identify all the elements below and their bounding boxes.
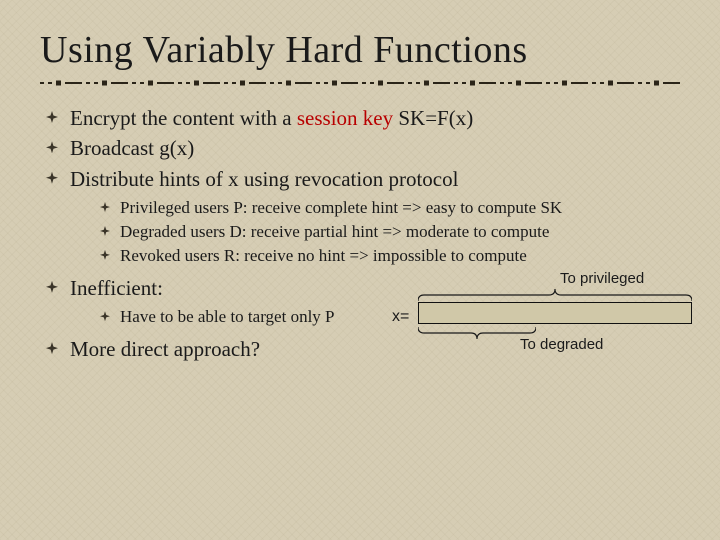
title-divider	[40, 80, 680, 86]
sub-bullet-degraded: Degraded users D: receive partial hint =…	[98, 221, 680, 244]
sub-bullet-list: Have to be able to target only P	[98, 306, 370, 329]
bullet-encrypt: Encrypt the content with a session key S…	[40, 104, 680, 132]
sub-bullet-list: Privileged users P: receive complete hin…	[98, 197, 680, 268]
sub-bullet-revoked: Revoked users R: receive no hint => impo…	[98, 245, 680, 268]
brace-privileged	[418, 288, 692, 302]
divider-pattern	[40, 80, 680, 86]
bullet-text: Distribute hints of x using revocation p…	[70, 167, 458, 191]
sub-bullet-target: Have to be able to target only P	[98, 306, 370, 329]
slide-title: Using Variably Hard Functions	[40, 28, 680, 72]
bullet-list-lower: Inefficient: Have to be able to target o…	[40, 274, 370, 364]
bullet-broadcast: Broadcast g(x)	[40, 134, 680, 162]
bottom-row: Inefficient: Have to be able to target o…	[40, 274, 680, 364]
bullet-more-direct: More direct approach?	[40, 335, 370, 363]
label-x-equals: x=	[392, 308, 409, 326]
label-to-privileged: To privileged	[560, 270, 644, 287]
bullet-text: Inefficient:	[70, 276, 163, 300]
bullet-text: Encrypt the content with a	[70, 106, 297, 130]
session-key-text: session key	[297, 106, 393, 130]
bullet-text: SK=F(x)	[393, 106, 473, 130]
bullet-inefficient: Inefficient: Have to be able to target o…	[40, 274, 370, 329]
sub-bullet-privileged: Privileged users P: receive complete hin…	[98, 197, 680, 220]
slide: Using Variably Hard Functions Encrypt th…	[0, 0, 720, 385]
left-column: Inefficient: Have to be able to target o…	[40, 274, 370, 364]
diagram-rect	[418, 302, 692, 324]
brace-degraded	[418, 326, 536, 340]
bullet-distribute: Distribute hints of x using revocation p…	[40, 165, 680, 268]
bullet-list: Encrypt the content with a session key S…	[40, 104, 680, 268]
label-to-degraded: To degraded	[520, 336, 603, 353]
